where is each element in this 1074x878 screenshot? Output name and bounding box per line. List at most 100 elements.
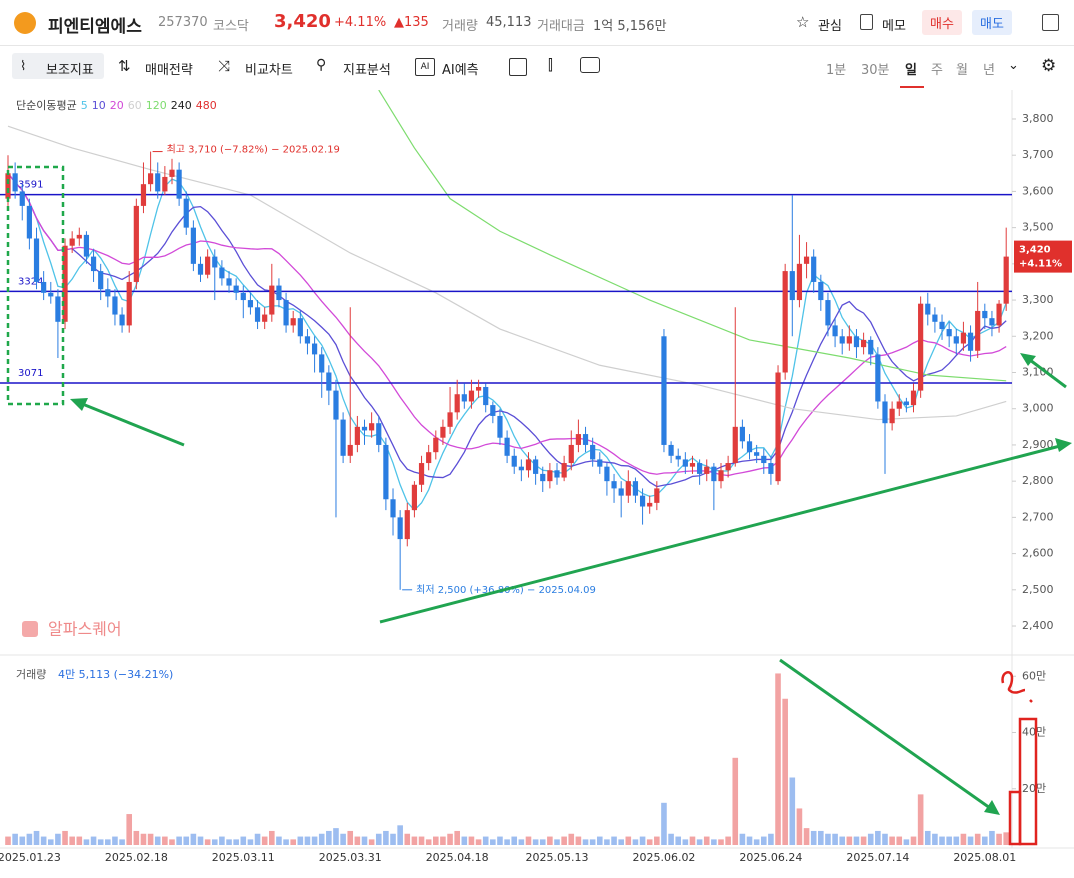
x-tick-label: 2025.03.31: [319, 851, 382, 864]
y-tick-label: 3,800: [1022, 112, 1054, 125]
candle-body: [461, 394, 467, 402]
candle-body: [768, 463, 774, 474]
volume-bar: [211, 839, 218, 845]
stock-code: 257370: [158, 15, 208, 30]
market: 코스닥: [213, 19, 249, 34]
candle-body: [939, 321, 945, 330]
ma-legend: 단순이동평균 5 10 20 60 120 240 480: [16, 99, 217, 112]
period-button[interactable]: 년: [983, 63, 995, 78]
candle-body: [126, 281, 132, 326]
candle-body: [326, 372, 332, 391]
candle-body: [133, 205, 139, 282]
volume-bar: [760, 836, 767, 845]
panel-icon[interactable]: [1042, 14, 1059, 31]
candle-body: [254, 307, 261, 322]
candle-body: [561, 463, 567, 478]
y-tick-label: 2,600: [1022, 547, 1054, 560]
period-button[interactable]: 1분: [826, 63, 847, 78]
candle-body: [69, 238, 75, 246]
candle-body: [910, 390, 917, 406]
volume-bar: [311, 836, 318, 845]
candle-body: [982, 310, 988, 319]
active-underline: [900, 86, 924, 88]
candle-body: [839, 336, 845, 344]
y-tick-label: 2,500: [1022, 583, 1054, 596]
candle-body: [26, 205, 32, 239]
candle-body: [725, 463, 731, 471]
period-button[interactable]: 30분: [861, 63, 890, 78]
candle-icon[interactable]: ⫿: [548, 56, 553, 74]
volume-bar: [55, 833, 61, 845]
candle-body: [397, 517, 403, 540]
candle-body: [19, 191, 25, 206]
volume-bar: [746, 836, 753, 845]
candle-body: [868, 339, 874, 355]
volume-bar: [504, 839, 510, 845]
volume-bar: [347, 830, 354, 845]
candle-body: [618, 488, 624, 496]
candle-body: [668, 444, 674, 456]
volume-bar: [875, 830, 881, 845]
candle-body: [262, 314, 268, 322]
volume-bar: [219, 836, 225, 845]
volume-bar: [112, 836, 118, 845]
tool-button[interactable]: AI예측: [442, 63, 479, 78]
volume-bar: [860, 836, 867, 845]
volume-bar: [62, 830, 68, 845]
candle-body: [48, 292, 54, 297]
plot: 2,400 2,500 2,600 2,700 2,800 2,900 3,000 3,100…: [0, 89, 1072, 864]
volume-bar: [26, 833, 33, 845]
tool-button[interactable]: 비교차트: [245, 63, 293, 78]
candle-body: [347, 444, 353, 456]
volume-bar: [554, 839, 560, 845]
chevron[interactable]: ⌄: [1008, 58, 1019, 73]
y-tick-label: 2,800: [1022, 474, 1054, 487]
volume-bar: [910, 836, 917, 845]
volume-bar: [340, 833, 346, 845]
candle-body: [925, 303, 931, 315]
y-tick-label: 40만: [1022, 726, 1046, 739]
volume-bar: [482, 836, 489, 845]
volume-bar: [796, 808, 803, 845]
volume-bar: [967, 836, 974, 845]
candle-body: [918, 303, 924, 391]
candle-body: [932, 314, 938, 322]
period-button[interactable]: 주: [931, 63, 943, 78]
y-tick-label: 3,500: [1022, 221, 1054, 234]
candle-body: [447, 412, 453, 427]
candle-body: [597, 459, 603, 467]
amount: 1억 5,156만: [593, 19, 667, 34]
volume-bar: [233, 839, 239, 845]
box-icon[interactable]: [509, 58, 527, 76]
camera-icon[interactable]: [580, 57, 600, 73]
memo-button[interactable]: 메모: [882, 19, 906, 34]
period-button[interactable]: 월: [956, 63, 968, 78]
volume-bar: [12, 833, 18, 845]
volume-bar: [818, 830, 824, 845]
volume-bar: [725, 836, 731, 845]
candle-body: [896, 401, 902, 409]
sell-button[interactable]: 매도: [972, 10, 1012, 35]
candle-body: [55, 296, 61, 322]
buy-button[interactable]: 매수: [922, 10, 962, 35]
candle-body: [176, 169, 182, 199]
candle-body: [568, 444, 574, 464]
legend-title: 단순이동평균: [16, 99, 77, 112]
volume-bar: [853, 836, 860, 845]
period-button-active[interactable]: 일: [905, 63, 917, 78]
tool-button[interactable]: 지표분석: [343, 63, 391, 78]
volume-bar: [575, 836, 582, 845]
tool-icon: ⚲: [316, 57, 327, 73]
watch-button[interactable]: 관심: [818, 19, 842, 34]
volume-bar: [711, 839, 717, 845]
tool-button[interactable]: 보조지표: [46, 63, 94, 78]
candle-body: [212, 256, 218, 268]
volume-bar: [318, 833, 325, 845]
header: 피엔티엠에스 257370 코스닥 3,420 +4.11% ▲135 거래량 …: [0, 0, 1074, 46]
tool-button[interactable]: 매매전략: [145, 63, 193, 78]
candle-body: [504, 437, 510, 456]
candle-body: [675, 455, 681, 460]
x-tick-label: 2025.05.13: [526, 851, 589, 864]
volume-bar: [361, 836, 368, 845]
settings-icon[interactable]: ⚙: [1041, 56, 1057, 76]
